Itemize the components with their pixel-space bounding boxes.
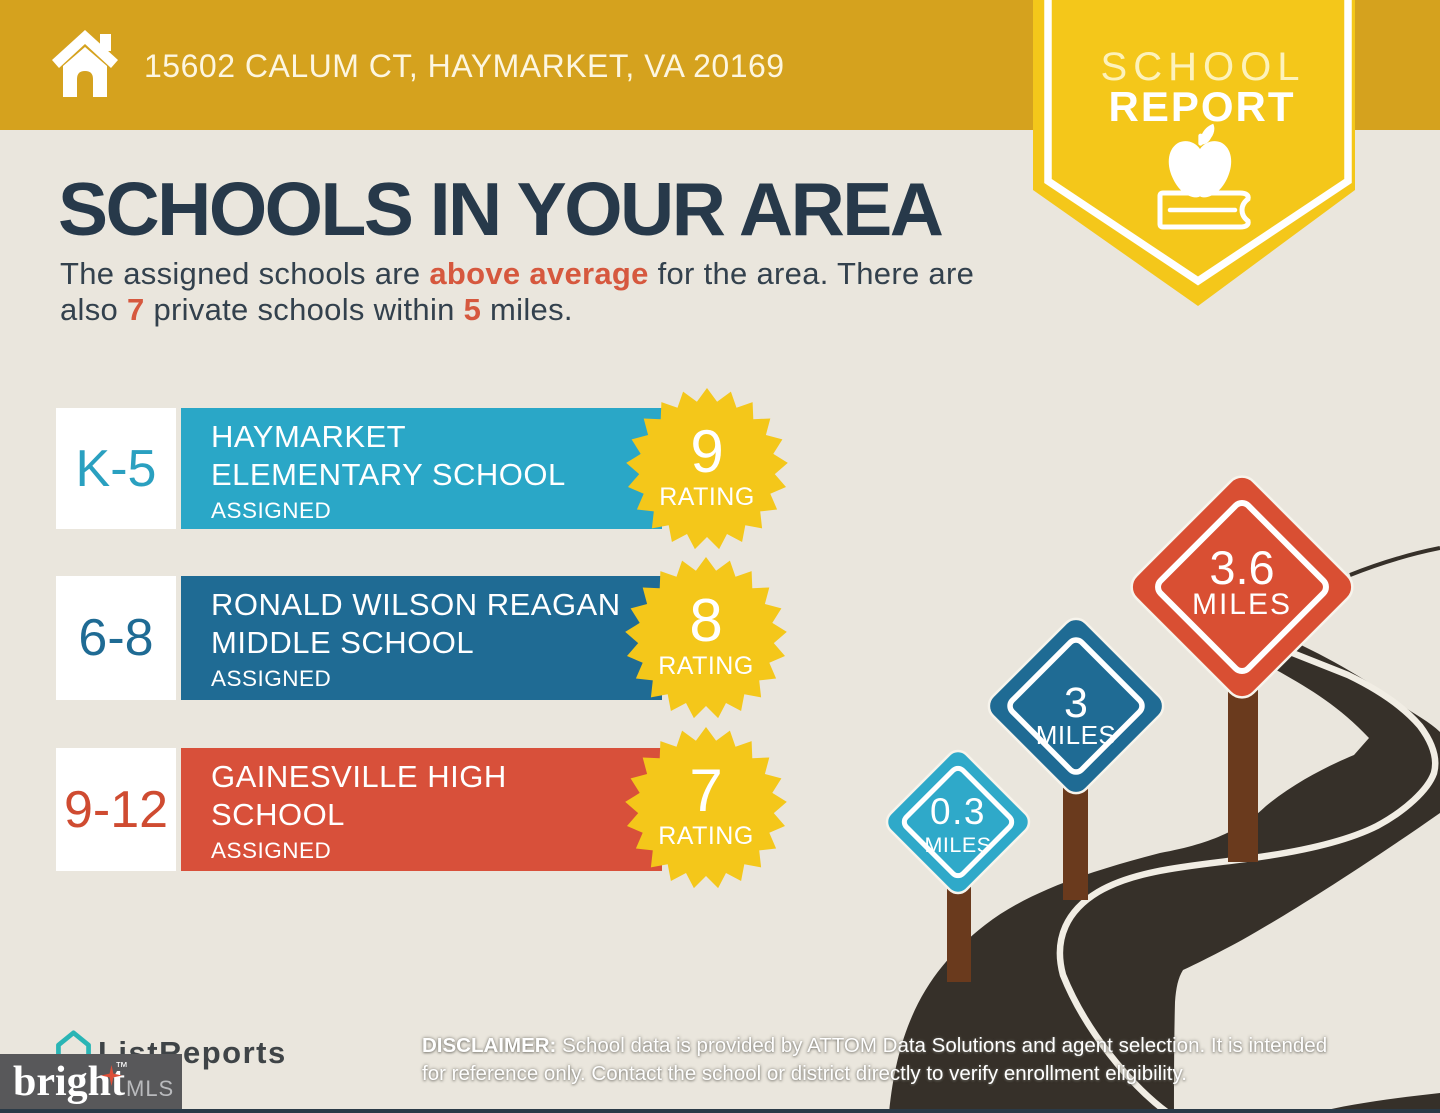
svg-text:RATING: RATING xyxy=(658,652,754,680)
svg-text:MILES: MILES xyxy=(1036,720,1117,750)
svg-text:0.3: 0.3 xyxy=(930,791,986,832)
svg-text:8: 8 xyxy=(689,587,722,654)
svg-text:9: 9 xyxy=(690,418,723,485)
svg-text:3.6: 3.6 xyxy=(1209,541,1274,594)
svg-text:MILES: MILES xyxy=(924,833,991,857)
svg-text:RATING: RATING xyxy=(658,822,754,850)
svg-text:RATING: RATING xyxy=(659,483,755,511)
svg-text:MILES: MILES xyxy=(1192,588,1292,621)
svg-text:7: 7 xyxy=(689,757,722,824)
svg-text:3: 3 xyxy=(1064,679,1088,727)
svg-text:REPORT: REPORT xyxy=(1108,83,1295,130)
svg-text:SCHOOL: SCHOOL xyxy=(1101,45,1306,89)
